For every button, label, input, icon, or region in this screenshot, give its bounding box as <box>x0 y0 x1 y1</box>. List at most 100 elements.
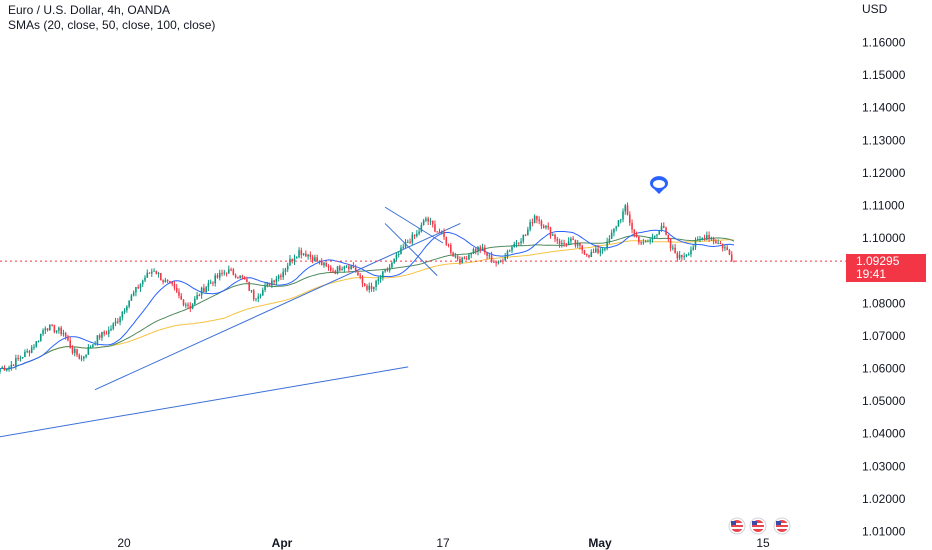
candle-body <box>572 238 574 240</box>
candle-body <box>17 358 19 360</box>
candle-body <box>536 215 538 220</box>
candle-body <box>488 255 491 257</box>
candle-body <box>157 273 160 275</box>
economic-calendar-flags-icon[interactable] <box>728 517 791 535</box>
candle-body <box>146 272 149 278</box>
candle-body <box>728 249 731 255</box>
sma-20-line <box>0 229 735 370</box>
trendline[interactable] <box>384 223 438 276</box>
candle-body <box>135 286 137 293</box>
candle-body <box>524 234 527 236</box>
trendline[interactable] <box>0 366 409 458</box>
candle-body <box>164 280 167 283</box>
candle-body <box>101 331 103 338</box>
candle-body <box>160 273 162 281</box>
time-axis[interactable]: 20 Apr 17 May 15 <box>117 536 770 550</box>
candle-body <box>712 238 715 242</box>
candle-body <box>604 248 606 250</box>
candle-body <box>665 227 667 235</box>
candle-body <box>53 325 56 333</box>
candle-body <box>264 285 266 290</box>
candle-body <box>699 238 701 240</box>
candle-body <box>209 282 212 284</box>
candle-body <box>676 253 679 259</box>
candle-body <box>132 292 135 296</box>
candle-body <box>200 287 203 296</box>
symbol-title[interactable]: Euro / U.S. Dollar, 4h, OANDA <box>8 3 171 17</box>
candle-body <box>196 295 198 299</box>
candle-body <box>257 296 260 299</box>
candle-body <box>495 262 497 264</box>
candle-body <box>515 242 518 244</box>
candle-body <box>595 248 597 253</box>
candle-body <box>463 257 466 259</box>
candle-body <box>207 283 210 288</box>
candle-body <box>221 272 223 274</box>
candle-body <box>592 251 595 253</box>
candle-body <box>395 254 398 259</box>
y-tick-label: 1.10000 <box>862 231 906 245</box>
candle-body <box>248 281 250 291</box>
candle-body <box>508 250 511 252</box>
candle-body <box>214 275 217 284</box>
candle-body <box>533 215 536 224</box>
y-tick-label: 1.03000 <box>862 459 906 473</box>
candle-body <box>334 270 337 274</box>
y-tick-label: 1.06000 <box>862 362 906 376</box>
candle-body <box>633 229 636 235</box>
candle-body <box>12 364 15 366</box>
candle-body <box>166 280 169 282</box>
candle-body <box>393 258 395 263</box>
candle-body <box>726 247 728 250</box>
current-price-value: 1.09295 <box>856 254 900 269</box>
candle-body <box>517 242 520 244</box>
candle-body <box>284 269 287 272</box>
candle-body <box>289 258 291 266</box>
candle-body <box>323 262 325 266</box>
y-tick-label: 1.14000 <box>862 101 906 115</box>
candle-body <box>730 254 733 261</box>
candle-body <box>300 250 303 255</box>
candle-body <box>497 261 500 264</box>
candle-body <box>252 290 255 300</box>
candle-body <box>377 279 380 281</box>
candle-body <box>92 344 94 347</box>
candle-body <box>39 333 42 341</box>
candle-body <box>73 349 76 353</box>
candle-body <box>339 266 341 271</box>
candle-body <box>350 265 352 270</box>
candle-body <box>431 220 434 225</box>
candle-body <box>64 333 67 337</box>
candle-body <box>218 272 221 278</box>
candle-body <box>420 224 423 232</box>
candle-body <box>83 356 85 359</box>
candle-body <box>486 252 488 256</box>
candle-body <box>309 254 312 257</box>
candle-body <box>373 287 375 290</box>
candle-body <box>184 304 187 306</box>
candle-body <box>717 242 719 244</box>
event-marker-icon[interactable] <box>649 176 668 194</box>
trendline[interactable] <box>94 222 461 391</box>
candle-body <box>703 237 706 240</box>
candle-body <box>85 354 87 357</box>
candle-body <box>626 205 629 215</box>
candle-body <box>579 243 581 246</box>
candle-body <box>581 245 584 251</box>
candle-body <box>291 258 294 262</box>
candle-body <box>361 276 364 284</box>
candle-body <box>574 239 577 246</box>
candle-body <box>567 241 570 245</box>
candle-body <box>49 324 51 331</box>
candle-body <box>678 254 681 259</box>
y-tick-label: 1.01000 <box>862 525 906 539</box>
indicator-legend[interactable]: SMAs (20, close, 50, close, 100, close) <box>8 18 216 32</box>
candle-body <box>454 255 457 257</box>
candle-body <box>19 357 22 359</box>
candle-body <box>87 346 90 355</box>
trendline[interactable] <box>384 206 444 244</box>
candle-body <box>601 249 604 251</box>
candle-body <box>228 269 230 274</box>
candle-body <box>628 214 631 223</box>
